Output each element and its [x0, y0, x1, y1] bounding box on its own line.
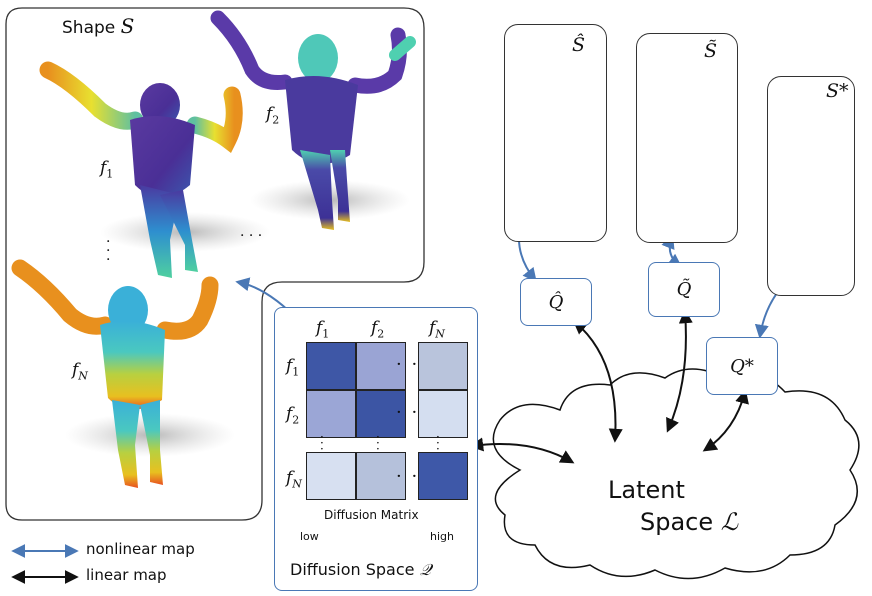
- matrix-ellipsis: · ·: [396, 402, 420, 423]
- row-label-f2: f2: [286, 404, 300, 427]
- latent-cloud: [492, 368, 860, 580]
- legend-nonlinear-label: nonlinear map: [86, 540, 195, 558]
- matrix-caption: Diffusion Matrix: [324, 508, 419, 522]
- label-f2: f2: [266, 104, 280, 127]
- matrix-vertical-ellipsis: · · ·: [436, 430, 440, 456]
- panel-s-star: [767, 76, 855, 296]
- linear-arrow: [702, 389, 749, 452]
- panel-s-tilde: [636, 33, 738, 243]
- label-s-hat: Ŝ: [572, 34, 586, 56]
- matrix-cell-f1-f2: [356, 342, 406, 390]
- col-label-f1: f1: [316, 318, 330, 341]
- matrix-cell-fN-f1: [306, 452, 356, 500]
- latent-box-q-hat: Q̂: [520, 278, 592, 326]
- matrix-cell-f2-f1: [306, 390, 356, 438]
- diffusion-title: Diffusion Space 𝒬: [290, 560, 432, 579]
- linear-arrow: [469, 437, 575, 464]
- vertical-ellipsis: · · ·: [106, 234, 111, 268]
- latent-box-q-star: Q*: [706, 337, 778, 395]
- figure-fN: [11, 259, 219, 488]
- latent-title-line2: Space ℒ: [640, 508, 739, 536]
- matrix-cell-fN-fN: [418, 452, 468, 500]
- matrix-vertical-ellipsis: · · ·: [376, 430, 380, 456]
- shape-title: Shape S: [62, 14, 135, 38]
- matrix-ellipsis: · ·: [396, 466, 420, 487]
- figure-f1: [39, 61, 243, 278]
- matrix-cell-f1-f1: [306, 342, 356, 390]
- scale-high-label: high: [430, 530, 454, 543]
- row-label-f1: f1: [286, 356, 300, 379]
- linear-arrow: [666, 309, 693, 433]
- latent-title-line1: Latent: [608, 476, 685, 504]
- figure-f2: [210, 10, 416, 230]
- linear-arrow: [572, 320, 623, 443]
- matrix-cell-fN-f2: [356, 452, 406, 500]
- matrix-ellipsis: · ·: [396, 354, 420, 375]
- matrix-cell-f2-fN: [418, 390, 468, 438]
- label-s-star: S*: [826, 80, 849, 102]
- label-s-tilde: S̃: [704, 40, 718, 62]
- horizontal-ellipsis: · · ·: [240, 228, 263, 244]
- col-label-fN: fN: [429, 318, 445, 341]
- scale-low-label: low: [300, 530, 319, 543]
- latent-box-q-tilde: Q̃: [648, 262, 720, 317]
- panel-s-hat: [504, 24, 607, 242]
- row-label-fN: fN: [286, 468, 302, 491]
- label-f1: f1: [100, 158, 114, 181]
- label-fN: fN: [72, 360, 88, 383]
- legend-linear-label: linear map: [86, 566, 167, 584]
- col-label-f2: f2: [371, 318, 385, 341]
- matrix-vertical-ellipsis: · · ·: [320, 430, 324, 456]
- matrix-cell-f2-f2: [356, 390, 406, 438]
- matrix-cell-f1-fN: [418, 342, 468, 390]
